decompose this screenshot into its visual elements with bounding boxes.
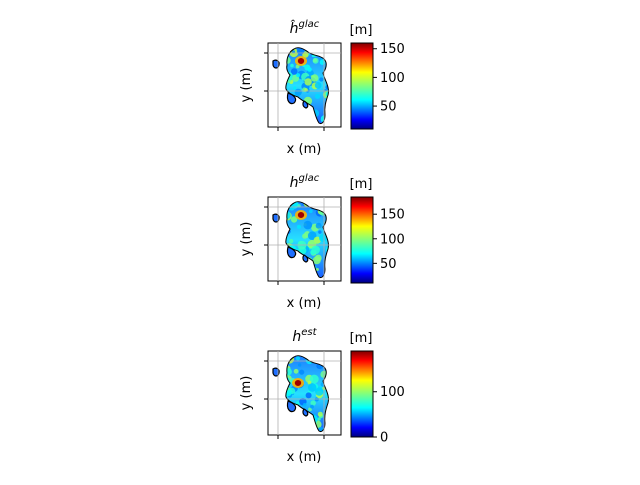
panel-2-colorbar-tick-label: 50 — [380, 257, 397, 272]
panel-1-title: ĥglac — [290, 19, 320, 37]
panel-3-xlabel: x (m) — [287, 450, 322, 465]
panel-3-colorbar-tick-label: 0 — [380, 431, 388, 446]
panel-1-ylabel: y (m) — [239, 68, 254, 103]
panel-2-fragment-2 — [286, 246, 297, 259]
panel-2-colorbar-label: [m] — [350, 177, 373, 192]
panel-2-xlabel: x (m) — [287, 296, 322, 311]
panel-3-fragment-3 — [302, 408, 309, 417]
panel-3-title: hest — [292, 327, 317, 345]
panel-3-outline — [285, 355, 329, 432]
panel-1-colorbar-label: [m] — [350, 23, 373, 38]
panel-1-fragment-3 — [302, 100, 309, 109]
panel-1-map — [264, 42, 342, 131]
panel-2-colorbar — [350, 196, 374, 284]
panel-3-fragment-2 — [286, 400, 297, 413]
panel-2-colorbar-tick-label: 150 — [380, 208, 405, 223]
panel-2-map — [264, 196, 342, 285]
panel-3: hest x (m) y (m) [m] 0 100 — [239, 327, 405, 465]
panel-1-fragment-2 — [286, 92, 297, 105]
panel-3-ylabel: y (m) — [239, 376, 254, 411]
panel-3-map — [264, 350, 342, 439]
panel-2-ylabel: y (m) — [239, 222, 254, 257]
panel-1: ĥglac x (m) y (m) [m] 50 100 150 — [239, 19, 405, 157]
panel-2-title: hglac — [290, 173, 320, 191]
panel-3-colorbar-label: [m] — [350, 331, 373, 346]
panel-2-fragment-3 — [302, 254, 309, 263]
panel-1-outline — [285, 47, 329, 124]
panel-2-colorbar-tick-label: 100 — [380, 232, 405, 247]
panel-1-colorbar — [350, 42, 374, 130]
panel-1-colorbar-tick-label: 100 — [380, 71, 405, 86]
panel-3-colorbar-tick-label: 100 — [380, 385, 405, 400]
panel-3-colorbar — [350, 350, 374, 438]
panel-2-outline — [285, 201, 329, 278]
panel-1-xlabel: x (m) — [287, 142, 322, 157]
panel-1-colorbar-tick-label: 50 — [380, 100, 397, 115]
panel-1-colorbar-tick-label: 150 — [380, 42, 405, 57]
panel-2: hglac x (m) y (m) [m] 50 100 150 — [239, 173, 405, 311]
